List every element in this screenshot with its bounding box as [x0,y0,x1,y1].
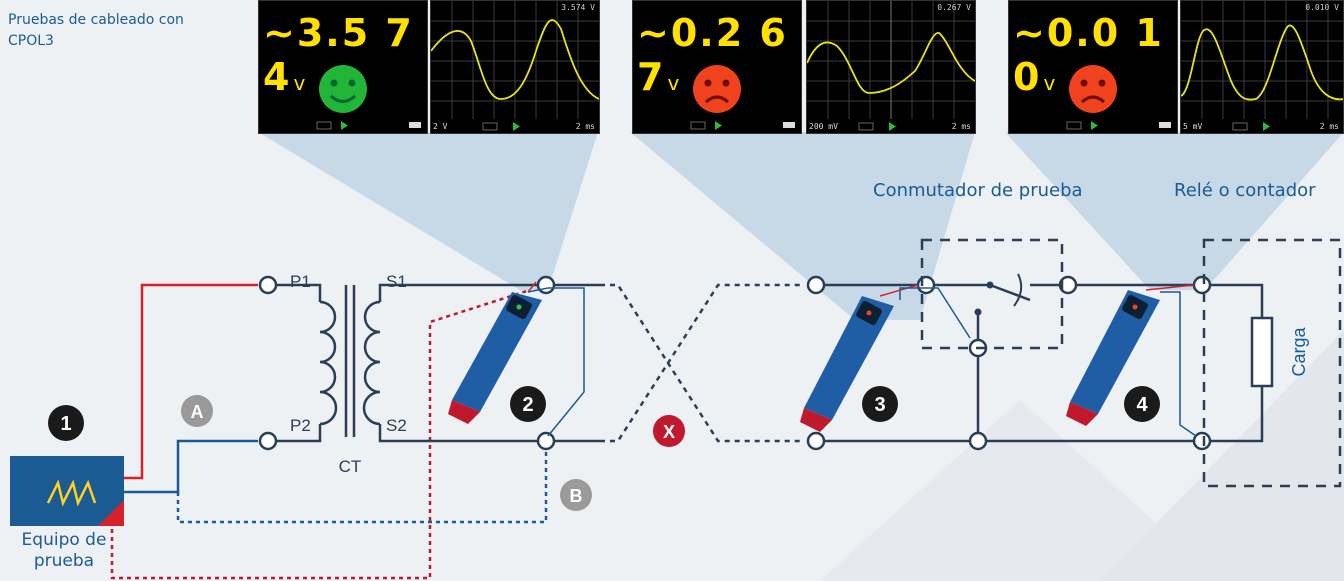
cpol3-probe-icon-3 [800,284,971,432]
equipment-label: Equipo de prueba [21,530,107,571]
scope-scale-t-2: 2 ms [951,122,971,131]
scope-display-3: 0.010 V 5 mV 2 ms [1180,0,1344,134]
scope-display-1: 3.574 V 2 V 2 ms [430,0,600,134]
cpol3-probe-icon-2 [448,281,585,437]
test-equipment-box [10,456,124,526]
sawtooth-wave-icon [46,479,97,507]
p2-label: P2 [290,416,311,435]
face-icon-happy [316,65,421,130]
relay-label: Relé o contador [1174,180,1316,201]
scope-display-2: 0.267 V 200 mV 2 ms [806,0,976,134]
scope-scale-t-1: 2 ms [575,122,595,131]
marker-x: X [653,415,685,447]
load-label: Carga [1289,327,1309,377]
face-icon-sad-2 [690,65,795,130]
s2-label: S2 [386,416,407,435]
scope-reading-2: 0.267 V [937,3,971,12]
scope-scale-v-3: 5 mV [1183,122,1203,131]
marker-2: 2 [510,386,546,422]
marker-1: 1 [48,405,84,441]
scope-scale-v-2: 200 mV [809,122,838,131]
page-title: Pruebas de cableado con CPOL3 [8,12,184,49]
voltage-value-1: ~3.5 7 4 [263,11,414,99]
scope-scale-v-1: 2 V [433,122,448,131]
scope-reading-3: 0.010 V [1305,3,1339,12]
marker-4-label: 4 [1136,394,1148,416]
marker-b: B [560,479,592,511]
scope-scale-t-3: 2 ms [1319,122,1339,131]
ct-label: CT [339,457,362,476]
marker-2-label: 2 [522,394,533,416]
marker-x-label: X [663,422,675,442]
marker-1-label: 1 [60,413,71,435]
voltage-unit-3: v [1043,71,1058,95]
s1-label: S1 [386,272,407,291]
marker-3: 3 [862,386,898,422]
voltage-value-2: ~0.2 6 7 [637,11,788,99]
marker-b-label: B [570,486,583,506]
scope-reading-1: 3.574 V [561,3,595,12]
marker-4: 4 [1124,386,1160,422]
voltage-unit-2: v [667,71,682,95]
marker-a: A [181,395,213,427]
voltage-value-3: ~0.0 1 0 [1013,11,1164,99]
test-switch-label: Conmutador de prueba [873,180,1083,201]
marker-a-label: A [191,402,204,422]
cpol3-probe-icon-4 [1066,284,1197,437]
voltage-unit-1: v [293,71,308,95]
marker-3-label: 3 [874,394,885,416]
face-icon-sad-3 [1066,65,1171,130]
p1-label: P1 [290,272,311,291]
